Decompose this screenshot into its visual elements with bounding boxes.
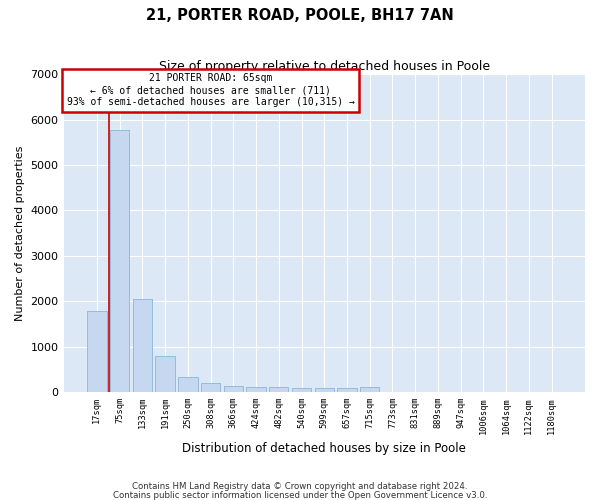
Bar: [87, 311, 107, 392]
X-axis label: Distribution of detached houses by size in Poole: Distribution of detached houses by size …: [182, 442, 466, 455]
Bar: [360, 387, 379, 392]
Bar: [110, 130, 130, 392]
Y-axis label: Number of detached properties: Number of detached properties: [15, 146, 25, 321]
Bar: [292, 388, 311, 392]
Bar: [201, 383, 220, 392]
Bar: [337, 388, 356, 392]
Title: Size of property relative to detached houses in Poole: Size of property relative to detached ho…: [159, 60, 490, 73]
Text: 21 PORTER ROAD: 65sqm
← 6% of detached houses are smaller (711)
93% of semi-deta: 21 PORTER ROAD: 65sqm ← 6% of detached h…: [67, 74, 355, 106]
Text: Contains HM Land Registry data © Crown copyright and database right 2024.: Contains HM Land Registry data © Crown c…: [132, 482, 468, 491]
Bar: [224, 386, 243, 392]
Bar: [155, 356, 175, 392]
Bar: [133, 298, 152, 392]
Text: 21, PORTER ROAD, POOLE, BH17 7AN: 21, PORTER ROAD, POOLE, BH17 7AN: [146, 8, 454, 22]
Text: Contains public sector information licensed under the Open Government Licence v3: Contains public sector information licen…: [113, 490, 487, 500]
Bar: [314, 388, 334, 392]
Bar: [178, 376, 197, 392]
Bar: [247, 387, 266, 392]
Bar: [269, 388, 289, 392]
